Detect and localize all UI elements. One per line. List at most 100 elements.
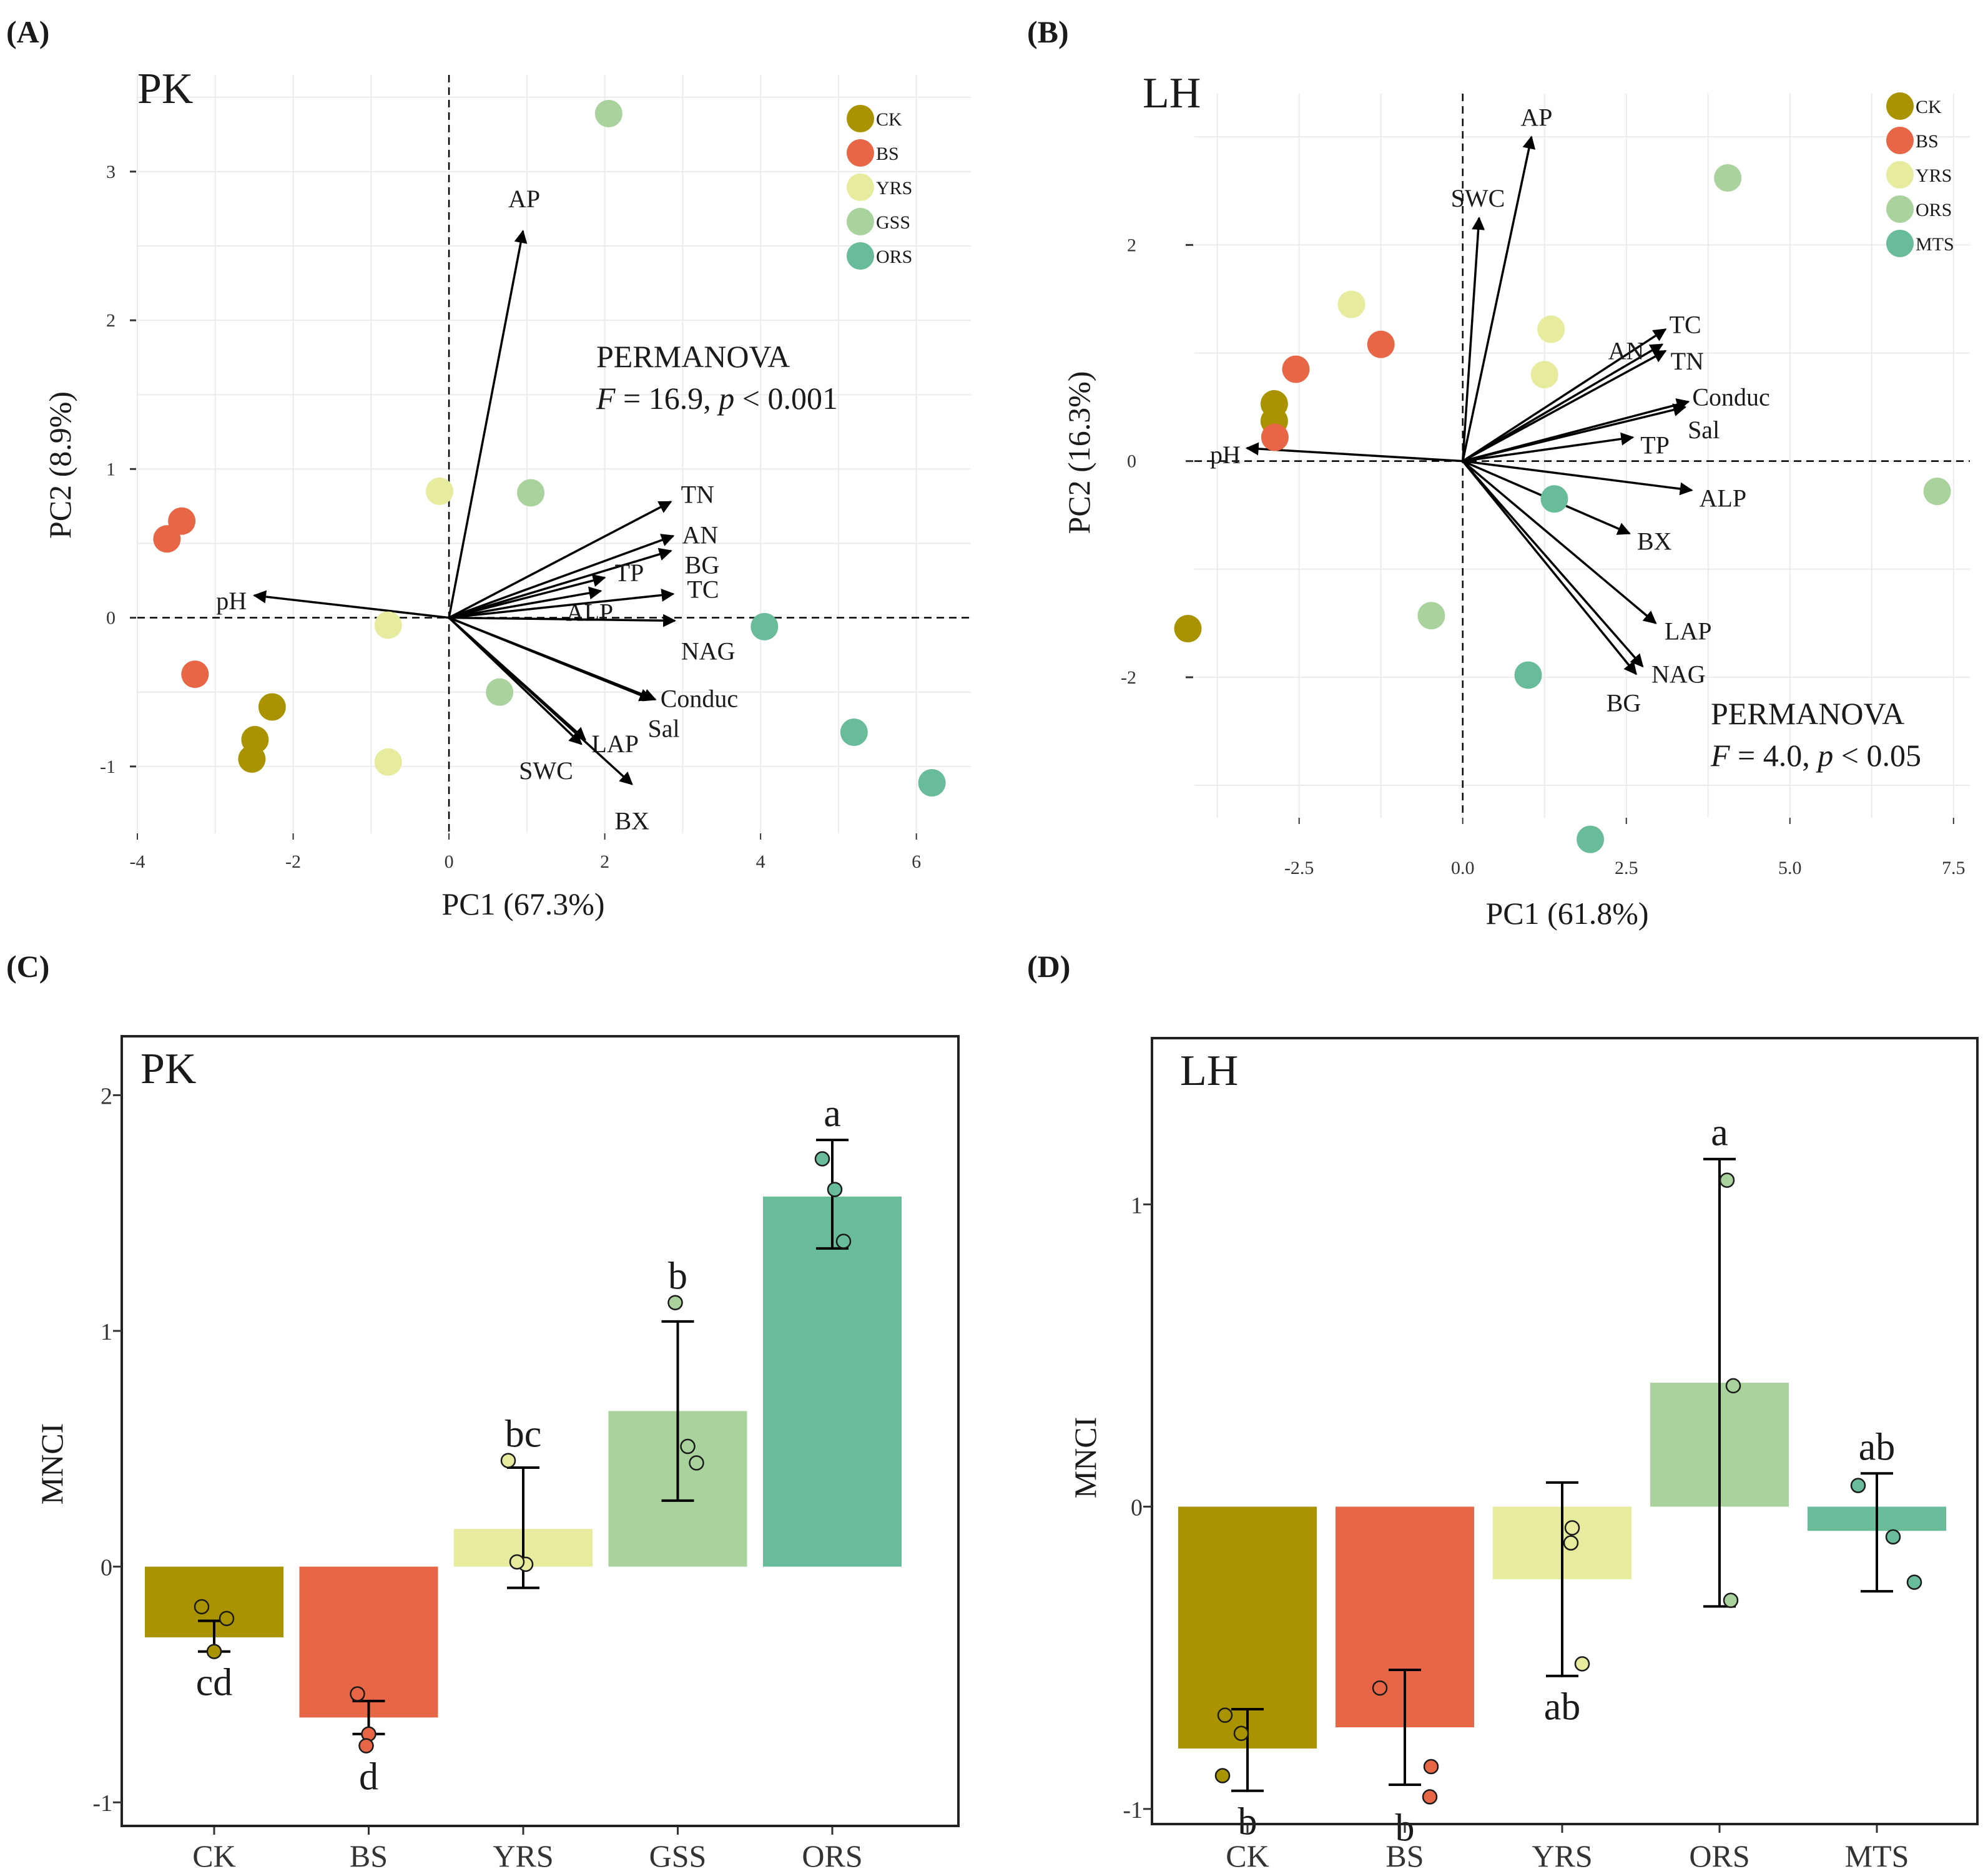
y-tick-label: 0 [1131,1495,1143,1521]
loading-arrow-an [448,534,675,619]
point-yrs [374,611,402,639]
loading-label-swc: SWC [1451,184,1505,212]
panel-a-axes: -4 -2 0 2 4 6 -1 0 1 2 3 [100,75,971,872]
legend-swatch-mts [1886,230,1914,257]
loading-label-bx: BX [614,807,649,835]
panel-b-permanova-stat: F = 4.0, p < 0.05 [1710,738,1921,773]
panel-b-points [1174,164,1951,853]
panel-c-axes: CK BS YRS GSS ORS -1 0 1 2 [92,1035,960,1873]
replicate-point-gss [689,1455,704,1471]
replicate-point-bs [350,1686,365,1702]
replicate-point-mts [1885,1529,1901,1545]
loading-label-bx: BX [1637,527,1672,556]
loading-label-lap: LAP [1665,617,1712,645]
x-tick-label-bs: BS [350,1838,388,1873]
x-tick-label-gss: GSS [649,1838,707,1873]
significance-letter-ors: a [824,1092,841,1135]
legend-swatch-bs [847,139,874,167]
point-bs [181,660,209,689]
loading-arrow-bg [448,547,672,619]
loading-arrow-alp [448,586,603,619]
loading-arrow-tp [448,574,606,619]
loading-arrow-bg [1462,460,1637,675]
panel-d-axes: CK BS YRS ORS MTS -1 0 1 [1123,1037,1979,1873]
panel-a-legend: CK BS YRS GSS ORS [847,105,912,270]
legend-label-ck: CK [1916,97,1942,117]
loading-label-an: AN [1608,337,1645,365]
loading-label-lap: LAP [591,730,639,758]
y-tick-label: -1 [92,1790,112,1817]
y-tick-label: 2 [1127,235,1136,255]
loading-label-swc: SWC [519,757,573,785]
legend-label-ors: ORS [1916,200,1952,220]
significance-letter-ors: a [1711,1112,1728,1154]
replicate-point-mts [1850,1478,1866,1493]
point-mts [1514,661,1542,689]
significance-letter-yrs: bc [505,1413,542,1456]
panel-c-label: (C) [6,949,49,984]
y-tick-label: 1 [101,1319,112,1345]
replicate-point-yrs [1574,1656,1590,1672]
replicate-point-yrs [509,1554,525,1570]
loading-arrow-an [1462,343,1664,463]
loading-label-tn: TN [1671,347,1704,375]
panel-c-y-axis-title: MNCI [34,1423,69,1505]
x-tick-label: -2.5 [1284,858,1314,878]
point-gss [594,99,622,127]
loading-arrow-ph [253,590,450,619]
replicate-point-ck [1217,1707,1233,1723]
point-ors [1417,602,1445,630]
replicate-point-bs [1372,1680,1388,1696]
point-gss [517,479,545,507]
significance-letter-ck: cd [196,1662,233,1704]
panel-d-label: (D) [1027,949,1070,984]
loading-arrow-tc [1462,328,1667,463]
panel-a-permanova-title: PERMANOVA [596,339,790,374]
legend-swatch-yrs [1886,161,1914,189]
panel-a-points [153,99,946,797]
x-tick-label: 0.0 [1451,858,1475,878]
point-ck [1174,615,1202,643]
replicate-point-ors [835,1234,852,1249]
panel-a-x-axis-title: PC1 (67.3%) [441,886,604,921]
loading-label-ph: pH [1210,441,1241,469]
loading-label-sal: Sal [647,715,679,743]
legend-label-bs: BS [1916,131,1939,152]
plot-frame [121,1035,960,1827]
legend-label-yrs: YRS [876,178,912,199]
point-ck [258,693,286,721]
loading-label-nag: NAG [681,637,736,665]
x-tick-label: 5.0 [1778,858,1802,878]
replicate-point-yrs [500,1453,516,1468]
legend-swatch-ors [1886,195,1914,223]
bar-ors [763,1196,902,1567]
point-bs [153,525,181,553]
replicate-point-mts [1906,1574,1922,1590]
panel-b-y-axis-title: PC2 (16.3%) [1061,371,1096,534]
y-tick-label: 2 [101,1083,112,1109]
replicate-point-yrs [1563,1535,1579,1551]
legend-swatch-ck [1886,92,1914,120]
replicate-point-ors [1725,1378,1741,1394]
y-tick-label: 1 [1131,1192,1143,1219]
replicate-point-gss [680,1438,696,1455]
loading-arrow-sal [1462,403,1687,463]
x-tick-label-yrs: YRS [1532,1838,1592,1873]
legend-swatch-ors [847,242,874,270]
significance-letter-bs: d [359,1756,378,1798]
x-tick-label: -4 [130,851,145,872]
panel-a-y-axis-title: PC2 (8.9%) [42,391,77,539]
x-tick-label-mts: MTS [1845,1838,1909,1873]
point-ors [1923,478,1951,506]
legend-label-yrs: YRS [1916,165,1952,186]
loading-label-tn: TN [681,481,714,509]
significance-letter-ck: b [1238,1801,1257,1843]
panel-b-legend: CK BS YRS ORS MTS [1886,92,1954,257]
panel-b-label: (B) [1027,14,1069,49]
loading-arrow-tn [1462,350,1667,463]
plot-frame [1151,1037,1979,1825]
point-bs [1282,355,1310,383]
point-ors [1714,164,1742,192]
